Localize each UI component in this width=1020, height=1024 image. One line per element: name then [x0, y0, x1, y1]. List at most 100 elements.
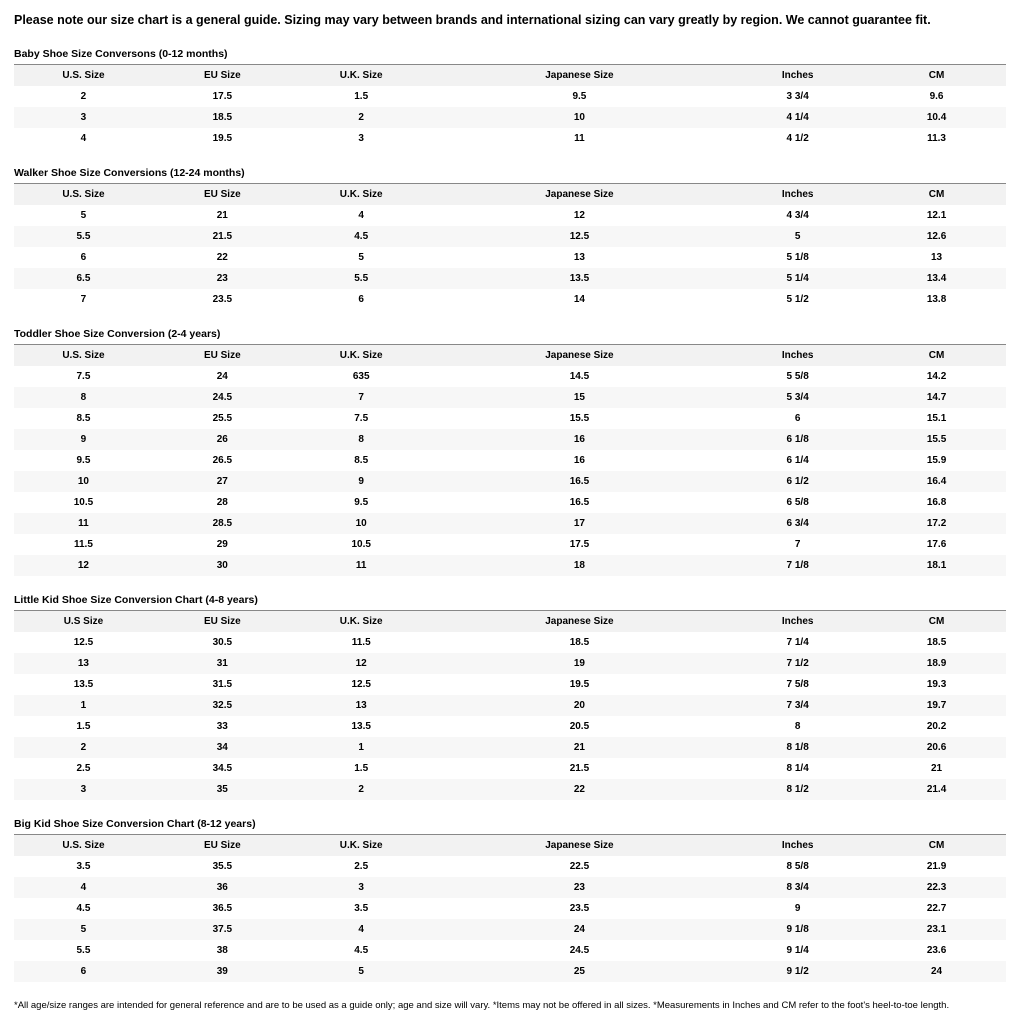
table-row: 7.52463514.55 5/814.2: [14, 366, 1006, 387]
table-cell: 2: [14, 86, 153, 107]
table-cell: 18: [431, 555, 729, 576]
table-cell: 8: [292, 429, 431, 450]
table-cell: 6: [14, 247, 153, 268]
size-chart-section: Walker Shoe Size Conversions (12-24 mont…: [14, 167, 1006, 310]
table-cell: 7: [292, 387, 431, 408]
table-cell: 24.5: [431, 940, 729, 961]
table-cell: 6: [292, 289, 431, 310]
table-cell: 16.8: [867, 492, 1006, 513]
table-cell: 5: [14, 205, 153, 226]
table-cell: 1.5: [14, 716, 153, 737]
table-cell: 5 3/4: [728, 387, 867, 408]
table-cell: 5: [14, 919, 153, 940]
size-chart-section: Big Kid Shoe Size Conversion Chart (8-12…: [14, 818, 1006, 982]
table-cell: 17.5: [431, 534, 729, 555]
table-cell: 7 1/8: [728, 555, 867, 576]
size-table: U.S. SizeEU SizeU.K. SizeJapanese SizeIn…: [14, 834, 1006, 982]
table-cell: 10.5: [14, 492, 153, 513]
table-row: 4.536.53.523.5922.7: [14, 898, 1006, 919]
table-cell: 13.4: [867, 268, 1006, 289]
table-cell: 11.5: [292, 632, 431, 653]
table-cell: 25: [431, 961, 729, 982]
column-header: EU Size: [153, 344, 292, 366]
table-cell: 8 3/4: [728, 877, 867, 898]
table-cell: 5 1/8: [728, 247, 867, 268]
size-chart-section: Baby Shoe Size Conversons (0-12 months)U…: [14, 48, 1006, 149]
table-cell: 4 1/4: [728, 107, 867, 128]
column-header: Japanese Size: [431, 610, 729, 632]
table-cell: 15.1: [867, 408, 1006, 429]
table-cell: 24.5: [153, 387, 292, 408]
table-cell: 12.1: [867, 205, 1006, 226]
table-cell: 33: [153, 716, 292, 737]
table-cell: 4 1/2: [728, 128, 867, 149]
table-cell: 19.3: [867, 674, 1006, 695]
table-cell: 23.5: [153, 289, 292, 310]
table-cell: 8 5/8: [728, 856, 867, 877]
table-cell: 21: [153, 205, 292, 226]
table-cell: 9: [728, 898, 867, 919]
column-header: Japanese Size: [431, 64, 729, 86]
table-cell: 17.5: [153, 86, 292, 107]
table-cell: 18.5: [153, 107, 292, 128]
table-cell: 5 1/2: [728, 289, 867, 310]
table-cell: 14.7: [867, 387, 1006, 408]
table-cell: 31: [153, 653, 292, 674]
column-header: EU Size: [153, 610, 292, 632]
table-cell: 19: [431, 653, 729, 674]
table-cell: 20.2: [867, 716, 1006, 737]
table-cell: 5: [292, 961, 431, 982]
table-cell: 13.5: [431, 268, 729, 289]
table-cell: 8: [14, 387, 153, 408]
table-cell: 13.5: [14, 674, 153, 695]
table-cell: 6: [14, 961, 153, 982]
table-cell: 1.5: [292, 86, 431, 107]
table-cell: 6 1/2: [728, 471, 867, 492]
table-row: 419.53114 1/211.3: [14, 128, 1006, 149]
table-cell: 3.5: [14, 856, 153, 877]
table-cell: 9 1/4: [728, 940, 867, 961]
table-cell: 2: [14, 737, 153, 758]
table-cell: 9 1/8: [728, 919, 867, 940]
table-row: 133112197 1/218.9: [14, 653, 1006, 674]
table-cell: 4: [292, 205, 431, 226]
table-cell: 16: [431, 429, 729, 450]
table-cell: 4.5: [292, 940, 431, 961]
table-cell: 7 1/4: [728, 632, 867, 653]
table-cell: 4.5: [14, 898, 153, 919]
table-cell: 18.9: [867, 653, 1006, 674]
table-cell: 15.5: [431, 408, 729, 429]
table-cell: 13: [14, 653, 153, 674]
table-row: 3.535.52.522.58 5/821.9: [14, 856, 1006, 877]
table-cell: 18.5: [431, 632, 729, 653]
table-cell: 10.5: [292, 534, 431, 555]
table-cell: 7: [14, 289, 153, 310]
table-cell: 6: [728, 408, 867, 429]
table-row: 9.526.58.5166 1/415.9: [14, 450, 1006, 471]
column-header: U.S. Size: [14, 344, 153, 366]
table-cell: 22: [431, 779, 729, 800]
section-title: Baby Shoe Size Conversons (0-12 months): [14, 48, 1006, 60]
table-cell: 20.5: [431, 716, 729, 737]
table-row: 6.5235.513.55 1/413.4: [14, 268, 1006, 289]
table-cell: 1: [292, 737, 431, 758]
table-cell: 21.5: [431, 758, 729, 779]
table-cell: 8 1/2: [728, 779, 867, 800]
table-cell: 15: [431, 387, 729, 408]
column-header: Inches: [728, 610, 867, 632]
table-row: 10.5289.516.56 5/816.8: [14, 492, 1006, 513]
table-cell: 8: [728, 716, 867, 737]
table-cell: 7.5: [292, 408, 431, 429]
column-header: U.S. Size: [14, 183, 153, 205]
table-cell: 5.5: [292, 268, 431, 289]
column-header: CM: [867, 344, 1006, 366]
size-chart-section: Little Kid Shoe Size Conversion Chart (4…: [14, 594, 1006, 800]
table-cell: 38: [153, 940, 292, 961]
table-cell: 17: [431, 513, 729, 534]
table-cell: 11: [14, 513, 153, 534]
table-cell: 8.5: [14, 408, 153, 429]
table-cell: 5: [728, 226, 867, 247]
table-cell: 16.5: [431, 492, 729, 513]
table-cell: 26.5: [153, 450, 292, 471]
table-cell: 39: [153, 961, 292, 982]
